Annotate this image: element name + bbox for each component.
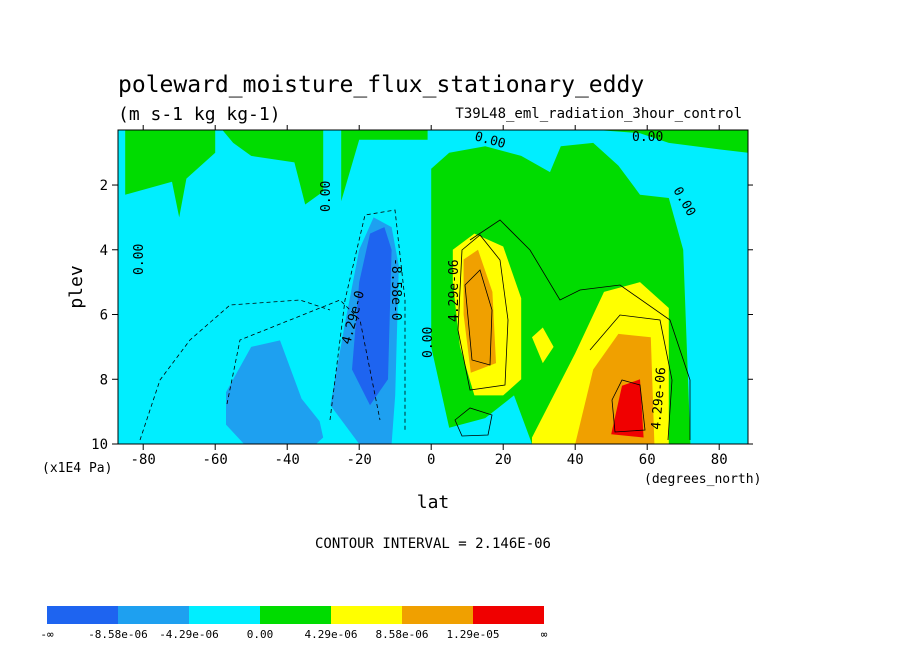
x-units: (degrees_north) bbox=[644, 472, 761, 487]
contour-region-zero bbox=[341, 130, 428, 202]
contour-label: 4.29e-06 bbox=[649, 367, 669, 431]
contour-label: -8.58e-0 bbox=[388, 258, 403, 321]
contour-label: 4.29e-06 bbox=[447, 259, 462, 322]
contour-label: 0.00 bbox=[421, 327, 436, 358]
x-tick-label: 40 bbox=[567, 452, 584, 468]
y-axis: 2 4 6 8 10 bbox=[91, 178, 753, 453]
colorbar-swatch bbox=[331, 606, 402, 624]
contour-region-zero bbox=[222, 130, 324, 205]
colorbar-swatch bbox=[47, 606, 118, 624]
contour-region-neg1 bbox=[604, 130, 748, 444]
solid-contour bbox=[469, 219, 691, 440]
dashed-contour bbox=[226, 299, 381, 421]
contour-region-pos1 bbox=[532, 327, 554, 364]
colorbar-label: 1.29e-05 bbox=[447, 628, 500, 641]
chart-title: poleward_moisture_flux_stationary_eddy bbox=[118, 72, 644, 98]
colorbar-swatch bbox=[473, 606, 544, 624]
contour-fills bbox=[118, 130, 748, 444]
x-tick-label: 20 bbox=[495, 452, 512, 468]
contour-region-neg2 bbox=[226, 340, 324, 444]
x-tick-label: -40 bbox=[275, 452, 300, 468]
x-tick-label: 60 bbox=[639, 452, 656, 468]
colorbar-label: 0.00 bbox=[247, 628, 274, 641]
colorbar-label: -∞ bbox=[40, 628, 54, 641]
contour-region-neg3 bbox=[352, 227, 392, 406]
experiment-label: T39L48_eml_radiation_3hour_control bbox=[455, 106, 742, 122]
y-tick-label: 6 bbox=[100, 308, 108, 324]
y-tick-label: 10 bbox=[91, 437, 108, 453]
x-tick-label: -60 bbox=[203, 452, 228, 468]
contour-interval: CONTOUR INTERVAL = 2.146E-06 bbox=[315, 536, 551, 552]
colorbar-label: 8.58e-06 bbox=[376, 628, 429, 641]
solid-contour bbox=[457, 234, 509, 391]
contour-region-pos3 bbox=[611, 379, 644, 438]
x-tick-label: 80 bbox=[711, 452, 728, 468]
colorbar-label: 4.29e-06 bbox=[305, 628, 358, 641]
x-tick-label: 0 bbox=[427, 452, 435, 468]
contour-label: 0.00 bbox=[319, 181, 334, 212]
colorbar: -∞ -8.58e-06 -4.29e-06 0.00 4.29e-06 8.58e-06… bbox=[40, 606, 548, 641]
y-units: (x1E4 Pa) bbox=[42, 461, 112, 476]
solid-contour bbox=[611, 379, 646, 433]
colorbar-swatch bbox=[260, 606, 331, 624]
y-tick-label: 4 bbox=[100, 243, 108, 259]
dashed-contour bbox=[139, 299, 331, 441]
contour-label: 0.00 bbox=[632, 130, 663, 145]
colorbar-swatch bbox=[118, 606, 189, 624]
chart-units: (m s-1 kg kg-1) bbox=[118, 104, 281, 125]
colorbar-label: ∞ bbox=[541, 628, 548, 641]
solid-contour bbox=[589, 314, 673, 441]
solid-contour bbox=[454, 407, 493, 437]
x-tick-label: -20 bbox=[347, 452, 372, 468]
colorbar-label: -4.29e-06 bbox=[159, 628, 219, 641]
x-axis-label: lat bbox=[417, 492, 450, 513]
contour-label: 0.00 bbox=[132, 244, 147, 275]
y-tick-label: 8 bbox=[100, 372, 108, 388]
plot-area: 0.00 0.00 0.00 0.00 0.00 0.00 -8.58e-0 4… bbox=[117, 129, 749, 445]
dashed-contour bbox=[329, 209, 406, 430]
x-axis: -80 -60 -40 -20 0 20 40 60 80 bbox=[131, 125, 728, 468]
colorbar-swatch bbox=[189, 606, 260, 624]
contour-region-zero bbox=[596, 130, 748, 153]
x-tick-label: -80 bbox=[131, 452, 156, 468]
contour-region-pos2 bbox=[463, 249, 496, 373]
solid-contour bbox=[464, 269, 493, 366]
y-tick-label: 2 bbox=[100, 178, 108, 194]
contour-region-zero bbox=[125, 130, 216, 218]
y-axis-label: plev bbox=[66, 265, 87, 308]
plot-frame bbox=[117, 129, 749, 445]
contour-lines bbox=[139, 209, 691, 441]
colorbar-label: -8.58e-06 bbox=[88, 628, 148, 641]
colorbar-swatch bbox=[402, 606, 473, 624]
